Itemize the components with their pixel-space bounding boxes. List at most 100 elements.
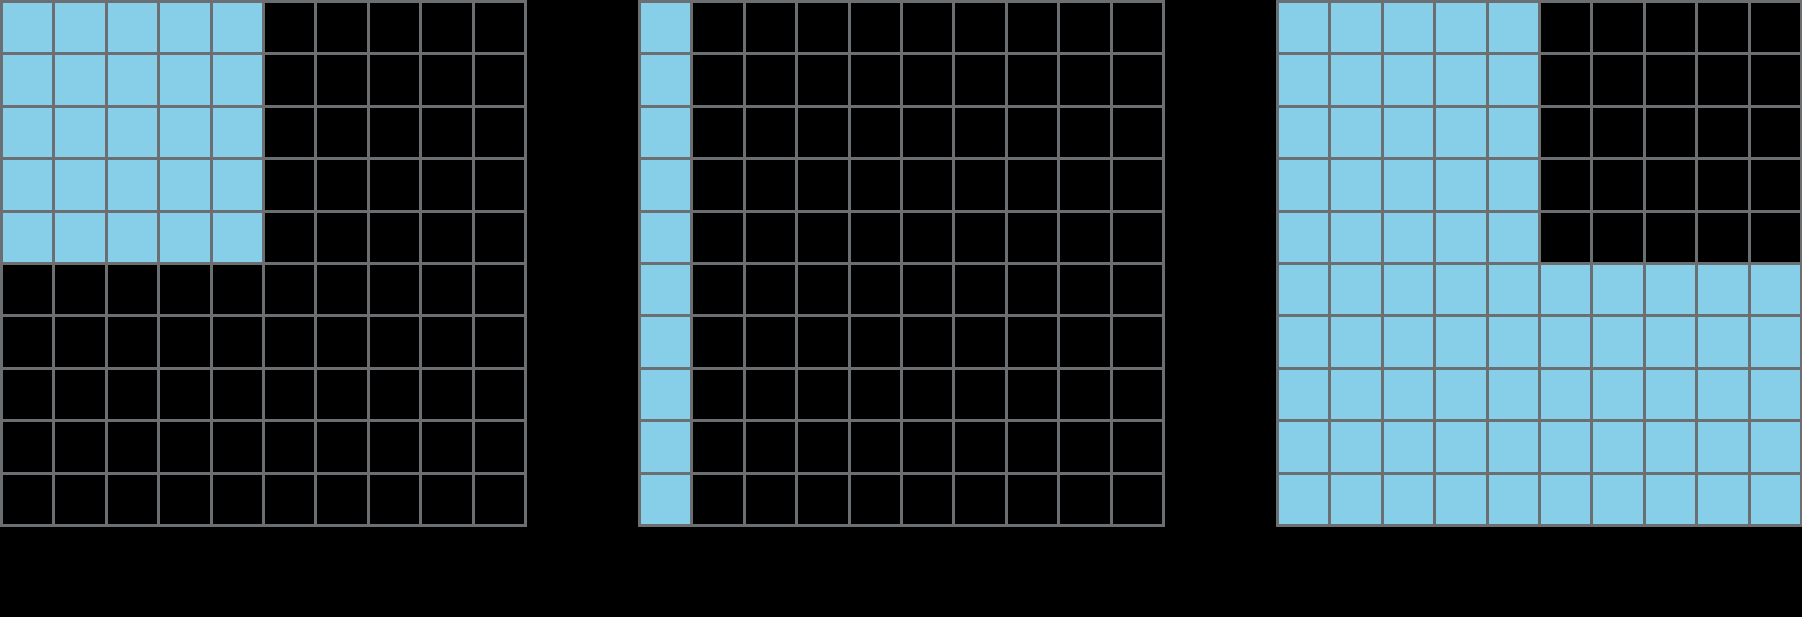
unshaded-cell bbox=[903, 317, 953, 367]
unshaded-cell bbox=[422, 422, 472, 472]
unshaded-cell bbox=[55, 369, 105, 420]
unshaded-cell bbox=[1541, 107, 1591, 158]
unshaded-cell bbox=[422, 474, 472, 524]
unshaded-cell bbox=[265, 474, 315, 524]
unshaded-cell bbox=[850, 107, 900, 158]
unshaded-cell bbox=[1007, 369, 1058, 420]
unshaded-cell bbox=[474, 107, 524, 158]
shaded-cell bbox=[1750, 317, 1800, 367]
unshaded-cell bbox=[474, 369, 524, 420]
unshaded-cell bbox=[1541, 160, 1591, 210]
shaded-cell bbox=[641, 265, 691, 315]
unshaded-cell bbox=[317, 160, 367, 210]
unshaded-cell bbox=[55, 265, 105, 315]
unshaded-cell bbox=[745, 265, 796, 315]
unshaded-cell bbox=[798, 212, 848, 262]
unshaded-cell bbox=[693, 317, 743, 367]
unshaded-cell bbox=[369, 422, 420, 472]
shaded-cell bbox=[1383, 317, 1434, 367]
unshaded-cell bbox=[212, 422, 262, 472]
shaded-cell bbox=[212, 55, 262, 105]
shaded-cell bbox=[1593, 369, 1643, 420]
unshaded-cell bbox=[369, 474, 420, 524]
shaded-cell bbox=[1383, 474, 1434, 524]
unshaded-cell bbox=[369, 3, 420, 53]
unshaded-cell bbox=[850, 160, 900, 210]
shaded-cell bbox=[1331, 317, 1381, 367]
unshaded-cell bbox=[1112, 369, 1162, 420]
shaded-cell bbox=[1436, 107, 1486, 158]
unshaded-cell bbox=[1060, 474, 1110, 524]
unshaded-cell bbox=[317, 422, 367, 472]
shaded-cell bbox=[1383, 55, 1434, 105]
unshaded-cell bbox=[1593, 3, 1643, 53]
shaded-cell bbox=[1698, 422, 1748, 472]
unshaded-cell bbox=[745, 55, 796, 105]
shaded-cell bbox=[1645, 317, 1696, 367]
unshaded-cell bbox=[955, 107, 1005, 158]
shaded-cell bbox=[641, 55, 691, 105]
shaded-cell bbox=[1331, 265, 1381, 315]
unshaded-cell bbox=[474, 212, 524, 262]
unshaded-cell bbox=[422, 107, 472, 158]
unshaded-cell bbox=[1007, 55, 1058, 105]
shaded-cell bbox=[1488, 474, 1538, 524]
shaded-cell bbox=[1331, 474, 1381, 524]
shaded-cell bbox=[212, 160, 262, 210]
unshaded-cell bbox=[745, 474, 796, 524]
shaded-cell bbox=[1593, 474, 1643, 524]
unshaded-cell bbox=[1541, 212, 1591, 262]
unshaded-cell bbox=[955, 422, 1005, 472]
unshaded-cell bbox=[1541, 3, 1591, 53]
shaded-cell bbox=[1645, 422, 1696, 472]
shaded-cell bbox=[107, 3, 158, 53]
unshaded-cell bbox=[955, 265, 1005, 315]
unshaded-cell bbox=[693, 369, 743, 420]
shaded-cell bbox=[1279, 474, 1329, 524]
unshaded-cell bbox=[55, 474, 105, 524]
unshaded-cell bbox=[1645, 3, 1696, 53]
unshaded-cell bbox=[1112, 160, 1162, 210]
unshaded-cell bbox=[850, 317, 900, 367]
unshaded-cell bbox=[474, 317, 524, 367]
unshaded-cell bbox=[745, 422, 796, 472]
unshaded-cell bbox=[693, 212, 743, 262]
shaded-cell bbox=[212, 107, 262, 158]
unshaded-cell bbox=[1750, 55, 1800, 105]
unshaded-cell bbox=[474, 55, 524, 105]
unshaded-cell bbox=[1593, 55, 1643, 105]
unshaded-cell bbox=[1112, 212, 1162, 262]
unshaded-cell bbox=[903, 212, 953, 262]
unshaded-cell bbox=[955, 474, 1005, 524]
unshaded-cell bbox=[1007, 3, 1058, 53]
shaded-cell bbox=[1593, 422, 1643, 472]
shaded-cell bbox=[55, 160, 105, 210]
unshaded-cell bbox=[745, 107, 796, 158]
unshaded-cell bbox=[903, 369, 953, 420]
unshaded-cell bbox=[265, 107, 315, 158]
unshaded-cell bbox=[160, 369, 210, 420]
shaded-cell bbox=[1279, 265, 1329, 315]
hundredths-grid-a bbox=[0, 0, 527, 527]
shaded-cell bbox=[1383, 160, 1434, 210]
shaded-cell bbox=[1279, 3, 1329, 53]
shaded-cell bbox=[1383, 422, 1434, 472]
unshaded-cell bbox=[955, 55, 1005, 105]
shaded-cell bbox=[55, 3, 105, 53]
unshaded-cell bbox=[317, 107, 367, 158]
unshaded-cell bbox=[1060, 160, 1110, 210]
unshaded-cell bbox=[369, 160, 420, 210]
unshaded-cell bbox=[798, 265, 848, 315]
shaded-cell bbox=[1750, 265, 1800, 315]
unshaded-cell bbox=[369, 317, 420, 367]
shaded-cell bbox=[107, 160, 158, 210]
shaded-cell bbox=[1436, 369, 1486, 420]
unshaded-cell bbox=[1541, 55, 1591, 105]
unshaded-cell bbox=[1593, 107, 1643, 158]
unshaded-cell bbox=[474, 160, 524, 210]
shaded-cell bbox=[641, 3, 691, 53]
unshaded-cell bbox=[3, 369, 53, 420]
shaded-cell bbox=[1279, 212, 1329, 262]
unshaded-cell bbox=[1750, 3, 1800, 53]
hundredths-grid-c bbox=[1276, 0, 1802, 527]
